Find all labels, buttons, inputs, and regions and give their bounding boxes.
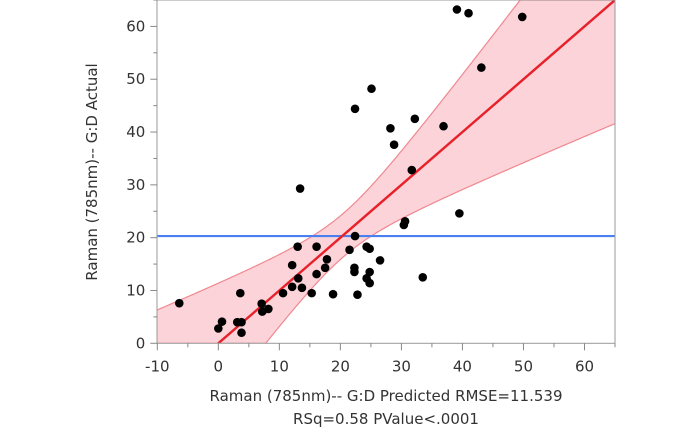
data-point	[295, 184, 305, 193]
data-point	[418, 272, 428, 282]
data-point	[350, 104, 360, 114]
data-point	[237, 328, 246, 338]
data-point	[386, 124, 395, 133]
x-axis-title: Raman (785nm)-- G:D Predicted RMSE=11.53…	[209, 387, 562, 405]
x-tick-label: 30	[392, 357, 411, 375]
data-point	[328, 289, 338, 299]
data-point	[375, 256, 385, 265]
data-point	[350, 231, 360, 241]
data-point	[322, 255, 332, 264]
data-point	[312, 269, 321, 279]
data-point	[264, 304, 273, 314]
y-axis-title: Raman (785nm)-- G:D Actual	[83, 63, 101, 280]
data-point	[350, 267, 359, 277]
y-tick-label: 0	[136, 334, 146, 352]
data-point	[320, 263, 330, 273]
data-point	[455, 209, 464, 218]
y-tick-label: 10	[126, 281, 145, 299]
x-tick-label: 60	[575, 357, 594, 375]
data-point	[287, 282, 297, 292]
y-tick-label: 30	[126, 176, 145, 194]
data-point	[307, 288, 316, 298]
data-point	[410, 114, 420, 124]
data-point	[399, 220, 409, 230]
data-point	[477, 63, 486, 72]
data-point	[237, 317, 246, 327]
data-point	[367, 84, 376, 94]
y-tick-label: 20	[126, 229, 145, 247]
data-point	[287, 260, 297, 270]
data-point	[345, 245, 354, 255]
data-point	[365, 244, 374, 254]
y-tick-label: 60	[126, 17, 145, 35]
data-point	[278, 288, 288, 298]
data-point	[217, 317, 227, 326]
x-tick-label: 20	[331, 357, 350, 375]
data-point	[365, 278, 374, 288]
data-point	[353, 290, 362, 300]
confidence-band	[157, 0, 615, 343]
data-point	[297, 283, 307, 293]
data-point	[174, 298, 184, 308]
data-point	[452, 5, 462, 14]
data-point	[312, 242, 321, 251]
plot-frame	[156, 0, 616, 344]
data-point	[235, 288, 245, 298]
confidence-band-lower	[157, 123, 615, 343]
data-point	[293, 274, 303, 283]
x-tick-label: 0	[214, 357, 224, 375]
fit-line	[217, 0, 615, 343]
data-point	[464, 8, 473, 18]
x-tick-label: 50	[514, 357, 533, 375]
data-point	[439, 121, 448, 131]
data-point	[214, 324, 223, 333]
x-axis-title-stats: RSq=0.58 PValue<.0001	[293, 410, 479, 428]
y-tick-label: 50	[126, 70, 145, 88]
data-point	[407, 165, 417, 175]
confidence-band-upper	[157, 0, 615, 311]
x-tick-label: 40	[453, 357, 472, 375]
data-point	[293, 242, 302, 251]
x-tick-label: -10	[145, 357, 170, 375]
x-tick-label: 10	[270, 357, 289, 375]
data-point	[389, 140, 399, 150]
y-tick-label: 40	[126, 123, 145, 141]
data-point	[517, 12, 527, 22]
data-point	[257, 299, 266, 308]
